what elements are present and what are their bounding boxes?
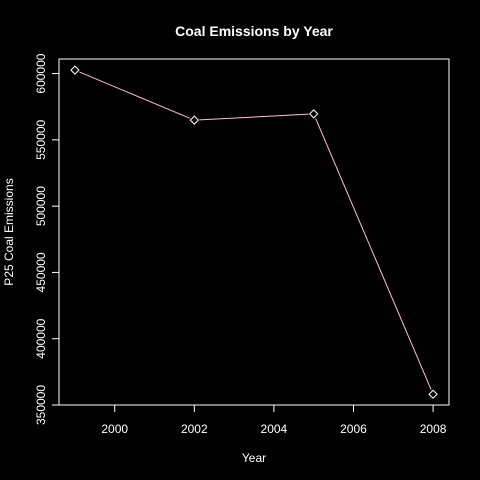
y-tick-label: 450000 — [34, 252, 48, 292]
data-point-marker — [70, 65, 80, 75]
data-point-marker — [308, 109, 319, 119]
data-point-marker — [428, 389, 438, 399]
y-tick-label: 600000 — [34, 53, 48, 93]
y-tick-label: 400000 — [34, 318, 48, 358]
series-line-segment — [199, 113, 309, 121]
chart-title: Coal Emissions by Year — [175, 23, 333, 39]
x-tick-label: 2002 — [181, 422, 208, 436]
x-tick-label: 2006 — [340, 422, 367, 436]
y-tick-label: 500000 — [34, 186, 48, 226]
x-axis: 2000 2002 2004 2006 2008 — [101, 404, 447, 436]
series-line-segment — [315, 118, 432, 390]
y-tick-label: 350000 — [34, 385, 48, 425]
x-axis-label: Year — [242, 451, 266, 465]
y-tick-label: 550000 — [34, 120, 48, 160]
y-axis: 350000 400000 450000 500000 550000 600000 — [34, 53, 60, 425]
y-axis-label: P25 Coal Emissions — [2, 178, 16, 285]
series-layer — [70, 65, 438, 399]
x-tick-label: 2000 — [101, 422, 128, 436]
x-tick-label: 2004 — [261, 422, 288, 436]
x-tick-label: 2008 — [420, 422, 447, 436]
data-point-marker — [189, 115, 200, 125]
series-line-segment — [79, 71, 190, 119]
